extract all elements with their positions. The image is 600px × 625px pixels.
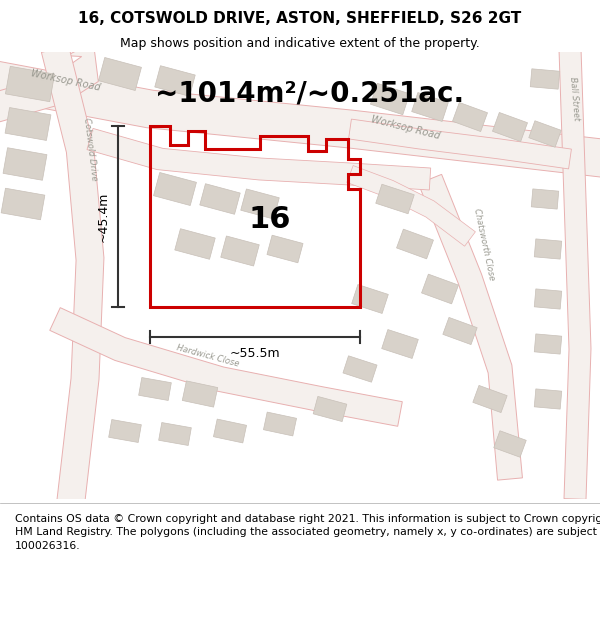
Polygon shape	[534, 289, 562, 309]
Polygon shape	[559, 49, 591, 499]
Polygon shape	[241, 189, 279, 219]
Polygon shape	[534, 389, 562, 409]
Text: 16, COTSWOLD DRIVE, ASTON, SHEFFIELD, S26 2GT: 16, COTSWOLD DRIVE, ASTON, SHEFFIELD, S2…	[79, 11, 521, 26]
Polygon shape	[422, 274, 458, 304]
Polygon shape	[343, 356, 377, 382]
Polygon shape	[349, 119, 571, 169]
Polygon shape	[534, 239, 562, 259]
Text: ~45.4m: ~45.4m	[97, 191, 110, 242]
Polygon shape	[87, 128, 431, 190]
Polygon shape	[397, 229, 433, 259]
Polygon shape	[493, 112, 527, 141]
Text: ~55.5m: ~55.5m	[230, 347, 280, 360]
Polygon shape	[5, 66, 55, 102]
Polygon shape	[443, 318, 477, 344]
Polygon shape	[352, 284, 388, 314]
Polygon shape	[221, 236, 259, 266]
Polygon shape	[154, 173, 196, 206]
Polygon shape	[494, 431, 526, 457]
Text: Chatsworth Close: Chatsworth Close	[472, 208, 496, 281]
Polygon shape	[263, 412, 296, 436]
Polygon shape	[418, 174, 523, 480]
Text: Ball Street: Ball Street	[568, 76, 581, 121]
Polygon shape	[214, 419, 247, 443]
Polygon shape	[155, 66, 195, 96]
Polygon shape	[0, 61, 600, 178]
Polygon shape	[412, 92, 448, 121]
Polygon shape	[139, 378, 172, 401]
Polygon shape	[175, 229, 215, 259]
Text: Worksop Road: Worksop Road	[30, 69, 101, 93]
Polygon shape	[158, 422, 191, 446]
Text: ~1014m²/~0.251ac.: ~1014m²/~0.251ac.	[155, 79, 464, 107]
Polygon shape	[200, 184, 240, 214]
Polygon shape	[473, 386, 507, 412]
Polygon shape	[267, 235, 303, 262]
Polygon shape	[376, 184, 414, 214]
Polygon shape	[530, 69, 560, 89]
Polygon shape	[452, 102, 488, 131]
Polygon shape	[0, 42, 98, 123]
Text: Contains OS data © Crown copyright and database right 2021. This information is : Contains OS data © Crown copyright and d…	[15, 514, 600, 551]
Polygon shape	[109, 419, 142, 442]
Polygon shape	[41, 46, 104, 511]
Polygon shape	[382, 329, 418, 359]
Text: Hardwick Close: Hardwick Close	[175, 344, 239, 369]
Text: Map shows position and indicative extent of the property.: Map shows position and indicative extent…	[120, 38, 480, 51]
Polygon shape	[50, 308, 403, 426]
Polygon shape	[347, 166, 475, 246]
Polygon shape	[98, 58, 142, 91]
Polygon shape	[534, 334, 562, 354]
Text: Worksop Road: Worksop Road	[370, 114, 441, 141]
Polygon shape	[531, 189, 559, 209]
Polygon shape	[529, 121, 561, 148]
Polygon shape	[1, 188, 45, 220]
Polygon shape	[370, 83, 410, 115]
Polygon shape	[182, 381, 218, 407]
Polygon shape	[313, 396, 347, 422]
Polygon shape	[5, 107, 51, 141]
Polygon shape	[3, 148, 47, 180]
Text: Cotswold Drive: Cotswold Drive	[82, 117, 98, 181]
Text: 16: 16	[249, 204, 291, 234]
